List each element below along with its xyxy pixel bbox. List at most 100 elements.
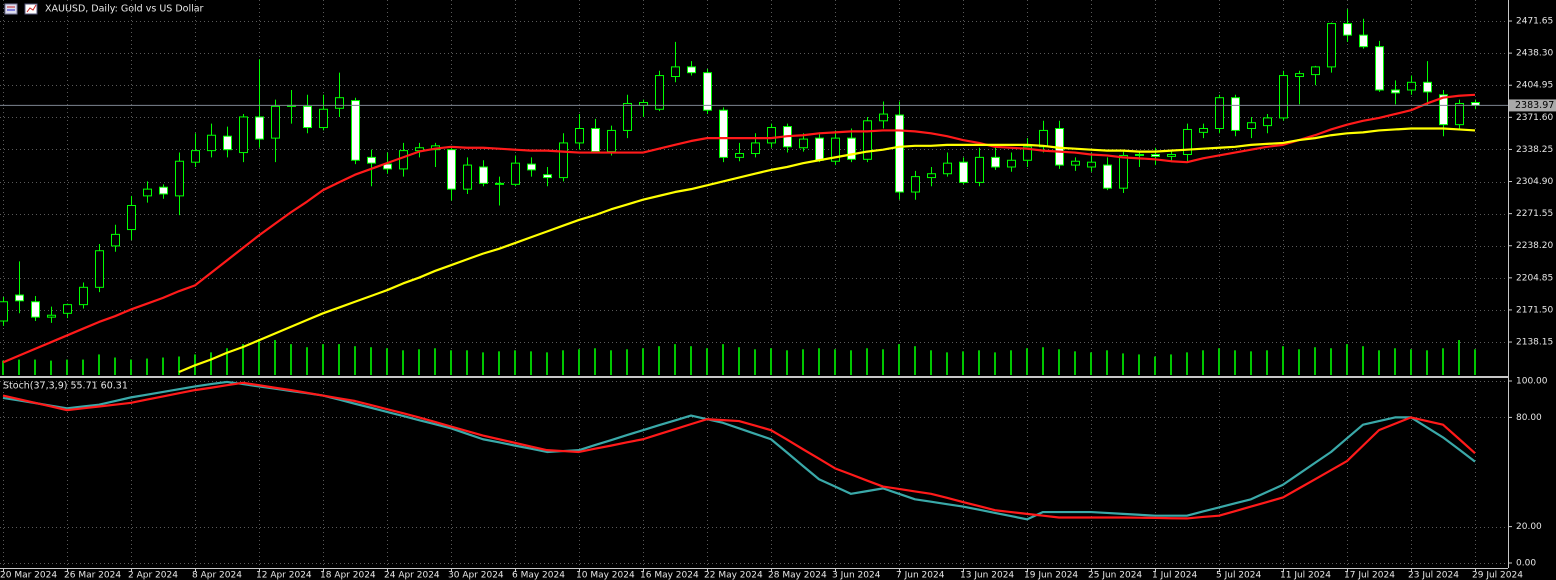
volume-bar [1314,347,1316,375]
candle-body [191,150,200,163]
candle-body [63,304,72,314]
volume-bar [914,346,916,375]
candle-body [271,105,280,139]
volume-bar [1010,350,1012,375]
y-tick-label: 80.00 [1516,413,1542,423]
candle-body [1103,164,1112,189]
candle-body [1231,97,1240,131]
volume-bar [50,360,52,375]
volume-bar [1442,348,1444,375]
volume-bar [1458,340,1460,375]
volume-bar [1346,344,1348,375]
candle-body [575,127,584,144]
candle-body [463,164,472,190]
candle-body [143,188,152,197]
candle-body [303,105,312,129]
x-tick-label: 18 Apr 2024 [320,571,376,580]
x-tick-label: 8 Apr 2024 [192,571,242,580]
volume-bar [1474,349,1476,375]
x-tick-label: 13 Jun 2024 [960,571,1014,580]
x-tick-label: 3 Jun 2024 [832,571,881,580]
candle-body [31,301,40,318]
candle-body [703,72,712,111]
x-tick-label: 17 Jul 2024 [1344,571,1395,580]
volume-bar [482,352,484,375]
volume-bar [962,351,964,375]
volume-bar [530,351,532,375]
volume-bar [418,349,420,375]
volume-bar [1122,353,1124,375]
y-tick-label: 2438.30 [1516,49,1553,59]
y-tick-label: 2471.65 [1516,17,1553,27]
volume-bar [834,349,836,375]
y-tick-label: 2171.50 [1516,305,1553,315]
candle-body [367,156,376,164]
candle-body [95,250,104,288]
chart-title: XAUUSD, Daily: Gold vs US Dollar [45,4,204,15]
volume-bar [610,350,612,375]
volume-bar [1266,350,1268,375]
candle-body [1311,66,1320,76]
grid [0,0,1508,568]
volume-bar [146,358,148,375]
volume-bar [354,346,356,375]
y-tick-label: 2271.55 [1516,209,1553,219]
volume-bar [34,359,36,375]
indicator-line [178,127,1476,374]
candle-body [815,137,824,161]
volume-bar [98,354,100,375]
candle-body [943,162,952,175]
candle-body [479,166,488,184]
candle-body [1215,97,1224,129]
window-icon [4,3,18,15]
x-tick-label: 11 Jul 2024 [1280,571,1331,580]
volume-bar [690,346,692,375]
candle-body [335,97,344,109]
x-tick-label: 16 May 2024 [640,571,699,580]
volume-bar [562,350,564,375]
volume-bar [978,350,980,375]
x-tick-label: 28 May 2024 [768,571,827,580]
volume-bar [1202,350,1204,375]
candle-body [799,138,808,149]
x-tick-label: 19 Jun 2024 [1024,571,1078,580]
volume-bar [2,360,4,375]
candle-body [495,182,504,185]
candle-body [1199,127,1208,133]
candle-body [623,102,632,131]
volume-bar [930,350,932,375]
volume-bar [1378,350,1380,375]
candle-body [911,176,920,193]
axes [0,0,1512,572]
candle-body [1423,81,1432,93]
labels: XAUUSD, Daily: Gold vs US Dollar Stoch(3… [0,3,1556,580]
candle-body [1071,160,1080,166]
volume-bar [66,359,68,375]
indicator-title: Stoch(37,3,9) 55.71 60.31 [3,381,128,392]
y-tick-label: 2204.85 [1516,273,1553,283]
volume-bar [498,351,500,375]
candle-body [1455,102,1464,126]
y-tick-label: 2371.60 [1516,113,1553,123]
candle-body [1151,153,1160,157]
volume-bar [18,359,20,375]
candle-body [735,153,744,158]
candle-body [991,156,1000,168]
x-tick-label: 1 Jul 2024 [1152,571,1197,580]
volume-bar [1074,351,1076,375]
candle-body [15,294,24,302]
volume-bar [1426,350,1428,375]
candle-body [1023,146,1032,161]
candle-body [847,137,856,160]
indicator-line [2,380,1476,521]
volume-bar [1234,350,1236,375]
candle-body [831,137,840,162]
volume-bar [322,344,324,375]
stoch-lines [2,380,1476,521]
volume-bar [626,349,628,375]
candle-body [1119,154,1128,189]
y-tick-label: 2138.15 [1516,338,1553,348]
volume-bar [818,348,820,375]
volume-bar [1090,352,1092,375]
candle-body [1279,75,1288,119]
